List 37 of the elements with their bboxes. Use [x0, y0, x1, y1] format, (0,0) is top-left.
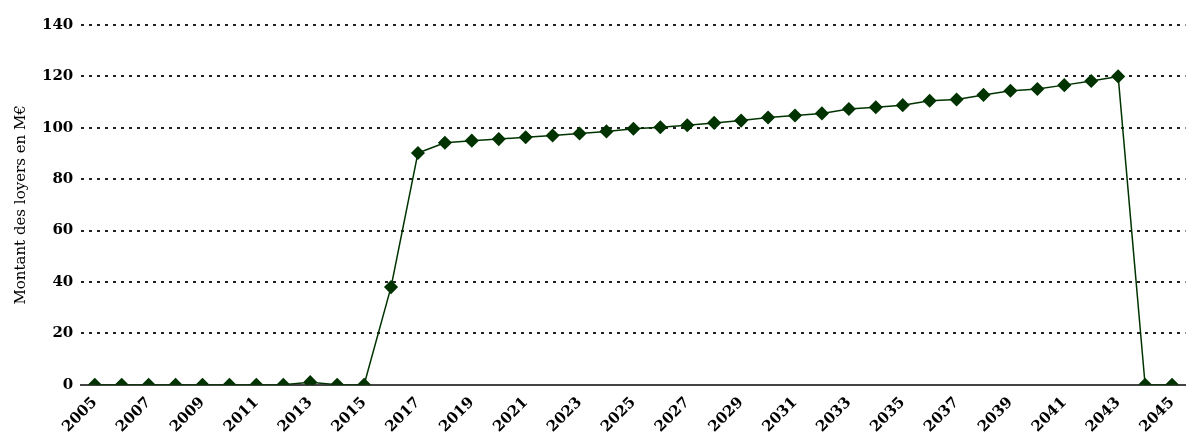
- y-tick-label: 140: [42, 14, 74, 33]
- point: [626, 122, 641, 136]
- point: [572, 126, 587, 141]
- point: [518, 130, 533, 145]
- point: [869, 100, 883, 114]
- point: [734, 113, 748, 128]
- point: [976, 88, 991, 102]
- point: [1111, 69, 1125, 84]
- point: [653, 120, 668, 135]
- point: [1084, 74, 1098, 88]
- y-tick-label: 100: [42, 117, 74, 136]
- point: [761, 110, 775, 125]
- point: [842, 102, 856, 116]
- point: [1003, 84, 1018, 98]
- y-axis-title: Montant des loyers en M€: [10, 105, 29, 305]
- y-tick-label: 80: [52, 169, 74, 188]
- point: [599, 124, 614, 139]
- point: [545, 128, 560, 143]
- point: [384, 280, 398, 294]
- y-tick-label: 0: [62, 374, 74, 393]
- point: [922, 94, 937, 108]
- point: [465, 133, 479, 148]
- y-tick-label: 40: [52, 271, 74, 290]
- point: [1057, 78, 1072, 92]
- point: [815, 106, 829, 121]
- point: [438, 135, 452, 150]
- point: [707, 116, 721, 130]
- point: [411, 146, 425, 160]
- point: [949, 92, 964, 107]
- point: [680, 118, 695, 132]
- point: [1030, 82, 1045, 96]
- y-tick-label: 60: [52, 220, 74, 239]
- y-tick-label: 20: [52, 323, 74, 342]
- point: [895, 98, 910, 112]
- point: [788, 108, 802, 123]
- point: [492, 132, 506, 146]
- y-tick-label: 120: [42, 66, 74, 85]
